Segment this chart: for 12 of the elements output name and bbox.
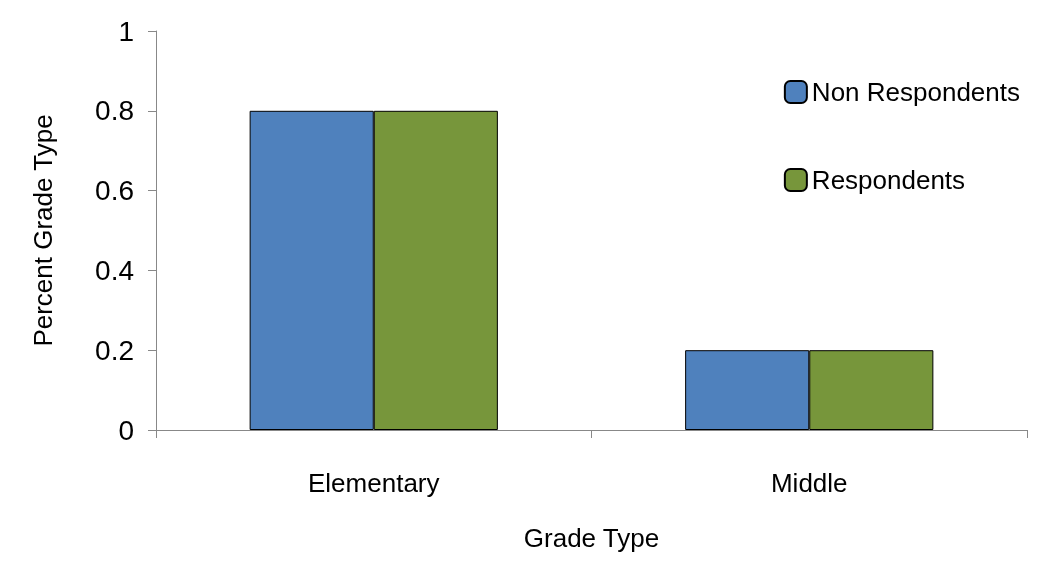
legend-label: Non Respondents [811,77,1020,107]
x-tick-label: Middle [770,468,848,498]
y-tick-label: 1 [118,15,134,47]
y-tick-label: 0.2 [95,334,134,366]
x-axis-title: Grade Type [523,523,660,553]
y-tick-label: 0.8 [95,95,134,127]
y-tick-label: 0.6 [95,175,134,207]
x-tick-label: Elementary [308,468,440,498]
legend-label: Respondents [811,165,966,195]
y-tick-label: 0 [118,414,134,446]
y-axis-title: Percent Grade Type [28,114,58,347]
y-tick-label: 0.4 [95,254,134,286]
